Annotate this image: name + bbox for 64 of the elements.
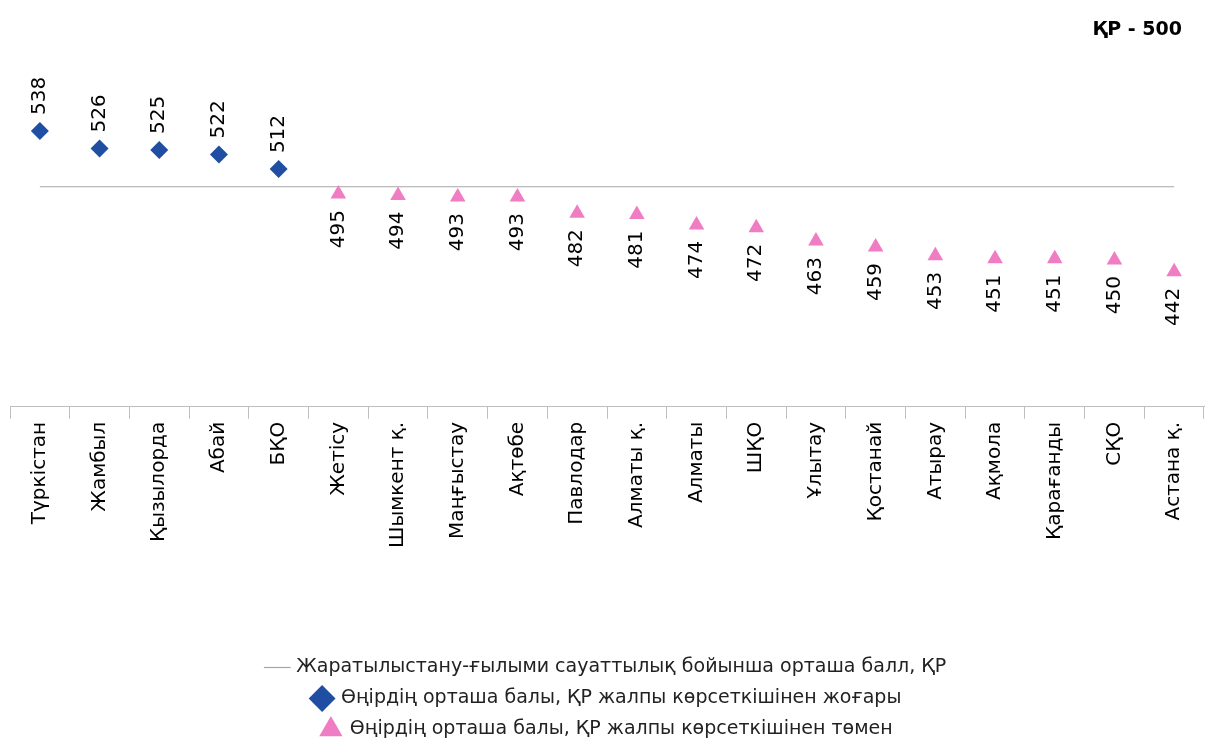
legend-label: Өңірдің орташа балы, ҚР жалпы көрсеткішінен жоғары xyxy=(341,685,902,708)
data-label: 474 xyxy=(682,240,707,280)
point xyxy=(1106,251,1123,265)
x-tick-label: Шымкент қ. xyxy=(384,421,409,548)
point xyxy=(808,232,824,246)
x-tick-label: Ақмола xyxy=(981,421,1006,500)
x-tick-label: Маңғыстау xyxy=(443,421,468,539)
data-label: 512 xyxy=(264,114,289,154)
data-label: 493 xyxy=(503,213,528,252)
data-label: 442 xyxy=(1160,287,1185,327)
x-tick-label: Жетісу xyxy=(324,421,349,496)
legend-label: Жаратылыстану-ғылыми сауаттылық бойынша орташа балл, ҚР xyxy=(296,654,947,677)
data-label: 453 xyxy=(921,271,946,310)
data-label: 495 xyxy=(324,210,349,249)
legend-label: Өңірдің орташа балы, ҚР жалпы көрсеткішінен төмен xyxy=(349,716,893,739)
point xyxy=(629,205,645,220)
x-tick-label: Алматы қ. xyxy=(623,421,648,528)
x-tick-label: Қызылорда xyxy=(145,421,170,543)
data-label: 538 xyxy=(26,76,51,115)
point xyxy=(90,139,109,158)
data-label: 472 xyxy=(742,243,767,282)
data-label: 493 xyxy=(443,213,468,252)
point xyxy=(1046,249,1063,264)
point xyxy=(390,186,406,201)
point xyxy=(150,141,169,160)
point xyxy=(330,185,347,199)
x-tick-label: СҚО xyxy=(1100,421,1125,466)
point xyxy=(509,188,526,202)
point xyxy=(927,246,944,261)
data-label: 494 xyxy=(384,211,409,250)
data-label: 459 xyxy=(861,262,886,302)
x-tick-label: Павлодар xyxy=(563,421,588,525)
x-tick-label: Қостанай xyxy=(861,421,886,522)
point xyxy=(209,145,228,164)
data-label: 450 xyxy=(1100,276,1125,315)
point xyxy=(688,215,705,230)
x-tick-label: Қарағанды xyxy=(1040,421,1065,540)
x-tick-label: Астана қ. xyxy=(1160,421,1185,521)
point xyxy=(30,121,49,140)
x-tick-label: Ұлытау xyxy=(802,421,827,500)
data-label: 481 xyxy=(623,230,648,269)
point xyxy=(867,237,884,252)
data-label: 526 xyxy=(85,94,110,133)
data-label: 525 xyxy=(145,95,170,135)
point xyxy=(269,160,288,179)
x-tick-label: Ақтөбе xyxy=(503,421,528,497)
data-label: 482 xyxy=(563,229,588,268)
data-label: 451 xyxy=(981,274,1006,313)
point xyxy=(449,188,466,202)
point xyxy=(987,249,1003,264)
point xyxy=(1166,262,1182,277)
x-tick-label: Жамбыл xyxy=(85,421,110,512)
x-tick-label: ШҚО xyxy=(742,421,767,474)
data-label: 522 xyxy=(205,100,230,139)
point xyxy=(748,218,765,233)
x-tick-label: Абай xyxy=(205,421,230,474)
x-tick-label: Алматы xyxy=(682,421,707,504)
point xyxy=(569,204,585,218)
x-tick-label: Түркістан xyxy=(26,421,51,526)
data-label: 451 xyxy=(1040,274,1065,313)
text: ҚР - 500 xyxy=(1092,16,1182,39)
x-tick-label: БҚО xyxy=(264,421,289,466)
x-tick-label: Атырау xyxy=(921,421,946,500)
data-label: 463 xyxy=(802,257,827,296)
